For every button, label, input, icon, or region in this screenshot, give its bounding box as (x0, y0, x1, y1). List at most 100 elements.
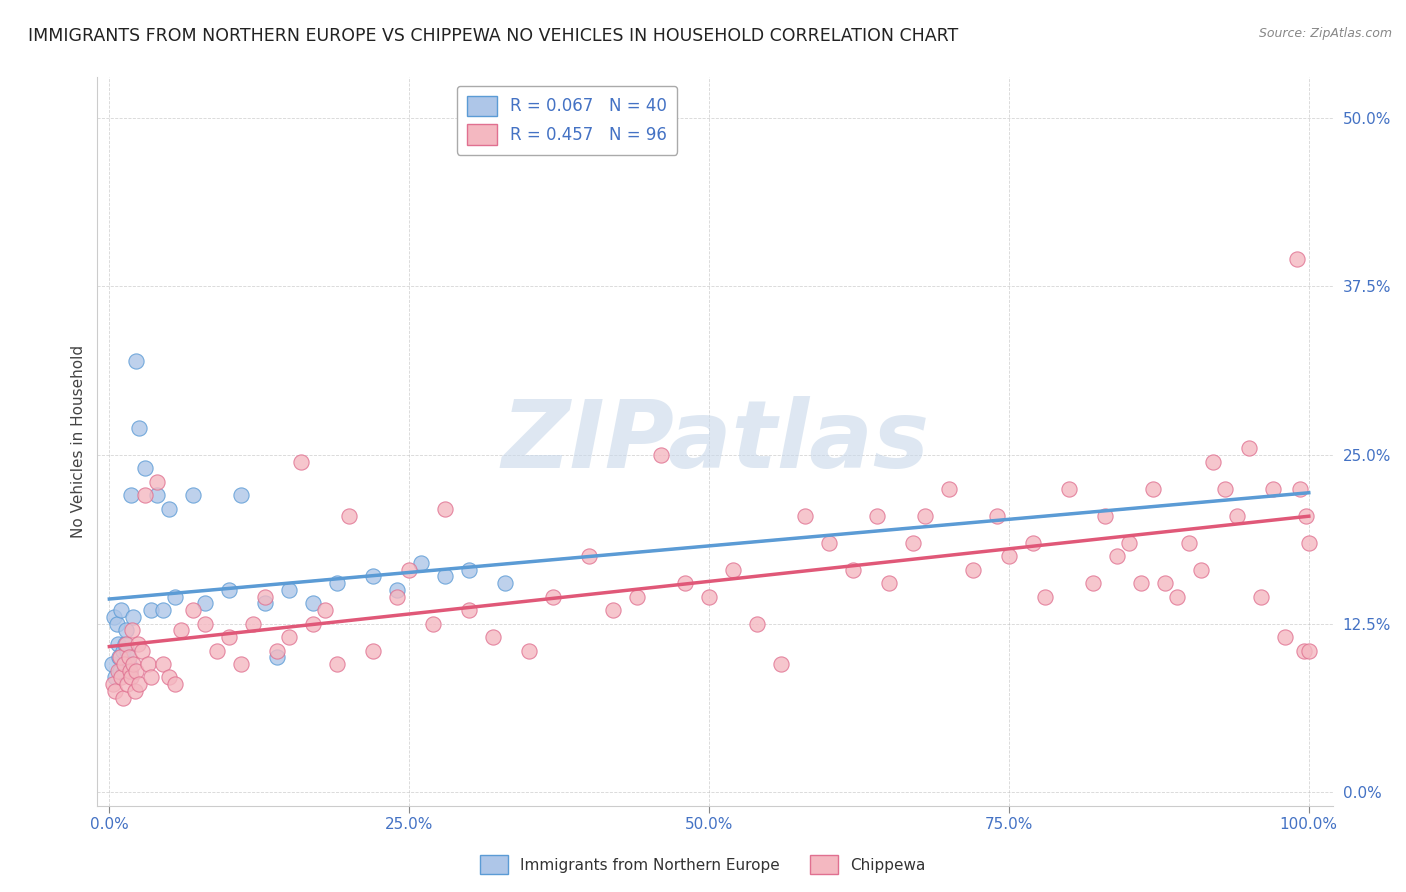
Point (337, 508, 360, 523)
Point (152, 657, 174, 671)
Point (134, 461, 156, 475)
Point (115, 637, 138, 651)
Point (181, 603, 204, 617)
Point (1022, 535, 1045, 549)
Point (157, 502, 180, 516)
Point (1274, 630, 1296, 644)
Point (877, 576, 900, 591)
Point (1105, 549, 1128, 563)
Point (1178, 535, 1201, 549)
Point (115, 624, 138, 638)
Point (118, 664, 141, 678)
Point (125, 353, 148, 368)
Point (266, 650, 288, 665)
Point (266, 643, 288, 657)
Point (231, 488, 253, 502)
Point (326, 657, 349, 671)
Y-axis label: No Vehicles in Household: No Vehicles in Household (72, 345, 86, 538)
Point (165, 677, 187, 691)
Point (111, 643, 134, 657)
Point (697, 590, 720, 604)
Point (111, 690, 134, 705)
Text: ZIPatlas: ZIPatlas (501, 395, 929, 488)
Point (745, 616, 768, 631)
Point (108, 650, 131, 665)
Point (517, 643, 540, 657)
Point (1081, 576, 1104, 591)
Point (121, 624, 143, 638)
Point (254, 596, 277, 610)
Point (114, 637, 136, 651)
Point (117, 657, 139, 671)
Point (125, 664, 148, 678)
Point (1153, 576, 1175, 591)
Point (770, 657, 793, 671)
Point (136, 657, 159, 671)
Point (254, 590, 277, 604)
Point (998, 549, 1021, 563)
Point (494, 576, 516, 591)
Point (146, 475, 169, 489)
Point (1213, 482, 1236, 496)
Point (361, 569, 384, 583)
Point (108, 650, 131, 665)
Point (112, 657, 135, 671)
Point (458, 603, 481, 617)
Point (105, 616, 128, 631)
Point (194, 596, 217, 610)
Point (108, 664, 131, 678)
Point (1237, 442, 1260, 456)
Point (411, 556, 433, 570)
Legend: R = 0.067   N = 40, R = 0.457   N = 96: R = 0.067 N = 40, R = 0.457 N = 96 (457, 86, 676, 155)
Point (1226, 508, 1249, 523)
Point (387, 590, 409, 604)
Point (434, 502, 457, 516)
Point (1285, 252, 1308, 267)
Point (118, 664, 141, 678)
Point (120, 671, 142, 685)
Point (541, 590, 564, 604)
Point (794, 508, 817, 523)
Point (152, 603, 174, 617)
Point (458, 563, 481, 577)
Point (170, 624, 193, 638)
Legend: Immigrants from Northern Europe, Chippewa: Immigrants from Northern Europe, Chippew… (474, 849, 932, 880)
Point (104, 684, 127, 698)
Point (1295, 508, 1317, 523)
Point (361, 643, 384, 657)
Point (104, 671, 127, 685)
Point (602, 603, 624, 617)
Point (128, 677, 150, 691)
Point (721, 563, 744, 577)
Point (231, 657, 253, 671)
Point (117, 643, 139, 657)
Point (124, 684, 146, 698)
Point (1033, 590, 1056, 604)
Point (1261, 482, 1284, 496)
Point (103, 609, 125, 624)
Point (673, 576, 696, 591)
Point (422, 616, 444, 631)
Point (434, 569, 457, 583)
Point (100, 657, 122, 671)
Point (938, 482, 960, 496)
Point (141, 603, 163, 617)
Point (134, 488, 156, 502)
Point (242, 616, 264, 631)
Point (314, 603, 336, 617)
Point (1189, 563, 1212, 577)
Text: Source: ZipAtlas.com: Source: ZipAtlas.com (1258, 27, 1392, 40)
Point (1057, 482, 1080, 496)
Point (120, 488, 142, 502)
Point (146, 488, 169, 502)
Point (986, 508, 1008, 523)
Point (302, 596, 325, 610)
Point (101, 677, 124, 691)
Point (290, 455, 312, 469)
Point (914, 508, 936, 523)
Point (398, 563, 420, 577)
Point (165, 590, 187, 604)
Point (122, 657, 145, 671)
Point (1298, 643, 1320, 657)
Point (650, 448, 672, 462)
